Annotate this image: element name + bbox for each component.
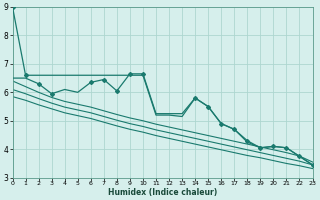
X-axis label: Humidex (Indice chaleur): Humidex (Indice chaleur) [108,188,217,197]
